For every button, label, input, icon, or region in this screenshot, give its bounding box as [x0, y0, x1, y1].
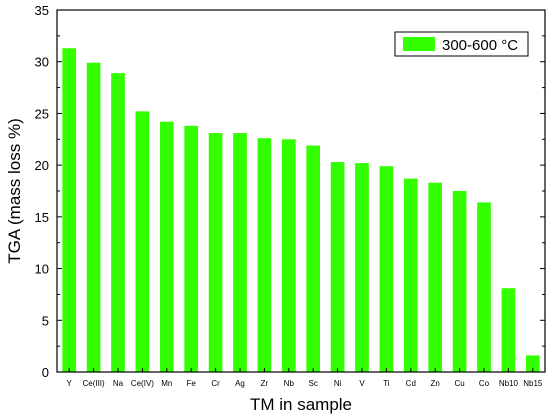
x-tick-label: Na: [113, 379, 124, 388]
x-tick-label: Ni: [334, 379, 342, 388]
bar-group: [62, 48, 540, 373]
bar-nb: [281, 139, 296, 372]
legend-label: 300-600 °C: [442, 37, 518, 54]
bar-ti: [379, 166, 394, 372]
x-tick-label: Sc: [309, 379, 318, 388]
bar-cu: [452, 191, 467, 372]
bar-cd: [403, 178, 418, 372]
y-tick-label: 35: [35, 3, 49, 18]
x-tick-label: V: [359, 379, 365, 388]
x-tick-label: Cu: [454, 379, 464, 388]
y-tick-label: 20: [35, 158, 49, 173]
x-tick-label: Ag: [235, 379, 245, 388]
x-tick-label: Ce(IV): [131, 379, 154, 388]
x-tick-label: Co: [479, 379, 490, 388]
x-axis-title: TM in sample: [250, 395, 352, 414]
bar-sc: [306, 145, 321, 372]
y-tick-label: 10: [35, 262, 49, 277]
x-tick-label: Ti: [383, 379, 390, 388]
x-tick-label: Mn: [161, 379, 172, 388]
x-tick-label: Ce(III): [82, 379, 105, 388]
x-tick-label: Nb15: [523, 379, 543, 388]
bar-fe: [184, 125, 199, 372]
bar-mn: [159, 121, 174, 372]
x-tick-label: Cr: [211, 379, 220, 388]
y-tick-label: 5: [42, 313, 49, 328]
x-tick-label: Zn: [431, 379, 440, 388]
bar-nb10: [501, 288, 516, 372]
y-tick-label: 25: [35, 106, 49, 121]
bar-cr: [208, 133, 223, 372]
bar-zn: [428, 182, 443, 372]
bar-co: [477, 202, 491, 372]
plot-frame: [56, 9, 546, 373]
x-tick-label: Fe: [187, 379, 197, 388]
x-tick-label: Nb10: [499, 379, 519, 388]
bar-na: [111, 73, 125, 372]
bar-ni: [330, 162, 345, 372]
bar-v: [355, 163, 369, 372]
legend: 300-600 °C: [394, 31, 529, 57]
bar-y: [62, 48, 77, 373]
bar-ceiii: [86, 62, 101, 372]
x-tick-label: Zr: [261, 379, 269, 388]
bar-zr: [257, 138, 272, 372]
y-tick-label: 0: [42, 365, 49, 380]
y-axis-title: TGA (mass loss %): [5, 118, 24, 263]
x-tick-label: Y: [67, 379, 73, 388]
y-tick-label: 30: [35, 55, 49, 70]
x-tick-label: Nb: [284, 379, 295, 388]
x-tick-label: Cd: [406, 379, 416, 388]
legend-swatch: [403, 37, 435, 51]
bar-ceiv: [135, 111, 150, 373]
y-tick-label: 15: [35, 210, 49, 225]
bar-nb15: [525, 355, 540, 372]
x-axis: Y Ce(III) Na Ce(IV) Mn Fe Cr Ag Zr Nb Sc Ni V Ti Cd Zn C…: [67, 368, 543, 388]
bar-ag: [233, 133, 247, 372]
